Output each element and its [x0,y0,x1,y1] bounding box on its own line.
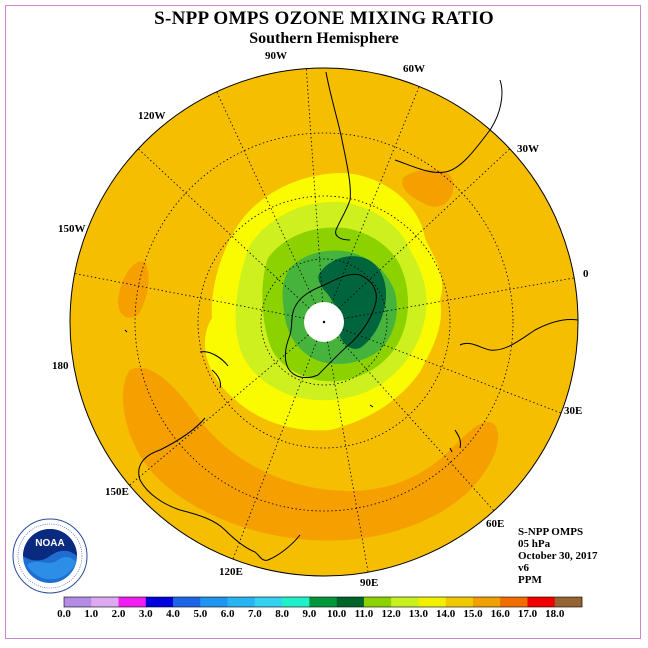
meridian-line [342,328,562,414]
ozone-orange-patch [402,169,454,207]
coastlines [124,71,579,561]
colorbar-tick-label: 10.0 [327,608,347,620]
colorbar-tick-label: 9.0 [302,608,317,620]
meridians [74,68,575,573]
map-title: S-NPP OMPS OZONE MIXING RATIO [154,8,494,29]
meridian-line [137,148,310,309]
colorbar-swatch [200,597,228,607]
map-subtitle: Southern Hemisphere [249,30,399,47]
meridian-line [327,341,369,573]
colorbar-tick-label: 4.0 [166,608,180,620]
coast-islands [124,329,461,453]
lon-label-150w: 150W [58,223,86,235]
info-level: 05 hPa [518,538,551,550]
coast-south-america [325,71,503,241]
lon-label-90e: 90E [360,577,379,589]
latitude-circle-70s [197,195,451,449]
colorbar-swatch [336,597,365,607]
colorbar-swatch [472,597,501,607]
lon-label-60w: 60W [403,63,425,75]
colorbar-swatch [418,597,446,607]
meridian-line [331,86,420,304]
lon-label-0: 0 [583,268,589,280]
meridian-line [338,148,511,309]
colorbar-swatch [64,597,92,607]
coast-australia [138,417,301,561]
lon-label-150e: 150E [105,486,129,498]
colorbar-swatch [500,597,528,607]
meridian-line [74,273,305,319]
colorbar-tick-label: 1.0 [84,608,99,620]
svg-text:NOAA: NOAA [35,538,64,549]
figure-frame [5,5,641,639]
lon-label-90w: 90W [265,50,287,62]
colorbar-tick-label: 0.0 [57,608,71,620]
meridian-line [305,68,324,303]
colorbar-swatch [527,597,556,607]
info-date: October 30, 2017 [518,550,598,562]
meridian-line [337,336,495,512]
latitude-circle-80s [260,258,388,386]
colorbar-outline [63,596,583,608]
colorbar-swatch [391,597,419,607]
info-version: v6 [518,562,529,574]
colorbar-swatch [91,597,119,607]
colorbar-tick-label: 2.0 [111,608,126,620]
lon-label-120w: 120W [138,110,166,122]
colorbar-swatch [554,597,583,607]
colorbar-swatch [227,597,256,607]
south-pole-dot [322,320,326,324]
latitude-circle-60s [134,132,514,512]
colorbar-swatch [118,597,147,607]
meridian-line [232,340,318,560]
colorbar [63,596,583,608]
colorbar-tick-label: 12.0 [381,608,401,620]
lon-label-30e: 30E [564,405,583,417]
coast-antarctica [284,273,377,379]
colorbar-tick-label: 11.0 [354,608,374,620]
colorbar-swatch [173,597,201,607]
colorbar-tick-label: 8.0 [275,608,289,620]
colorbar-swatch [254,597,283,607]
noaa-logo: NOAA [12,518,88,594]
lon-label-120e: 120E [219,566,243,578]
map-boundary [69,67,579,577]
colorbar-tick-label: 7.0 [247,608,262,620]
graticule [74,68,575,573]
coast-new-zealand [199,351,229,389]
lon-label-60e: 60E [486,518,505,530]
colorbar-tick-label: 6.0 [220,608,235,620]
meridian-line [343,277,575,319]
meridian-line [129,334,309,486]
colorbar-swatch [363,597,392,607]
colorbar-tick-label: 18.0 [545,608,565,620]
info-instrument: S-NPP OMPS [518,526,584,538]
colorbar-tick-label: 13.0 [408,608,429,620]
lon-label-180: 180 [52,360,69,372]
colorbar-swatch [445,597,474,607]
meridian-line [216,91,316,305]
product-info: S-NPP OMPS 05 hPa October 30, 2017 v6 PP… [518,526,598,586]
colorbar-tick-label: 15.0 [463,608,483,620]
lon-label-30w: 30W [517,143,539,155]
colorbar-swatch [282,597,310,607]
colorbar-tick-label: 5.0 [193,608,208,620]
info-units: PPM [518,574,542,586]
coast-africa [459,319,579,351]
colorbar-tick-label: 17.0 [517,608,538,620]
colorbar-tick-label: 3.0 [138,608,153,620]
ozone-orange-band [122,367,499,541]
colorbar-swatch [145,597,174,607]
colorbar-tick-label: 16.0 [490,608,510,620]
colorbar-tick-label: 14.0 [436,608,456,620]
colorbar-swatch [309,597,337,607]
